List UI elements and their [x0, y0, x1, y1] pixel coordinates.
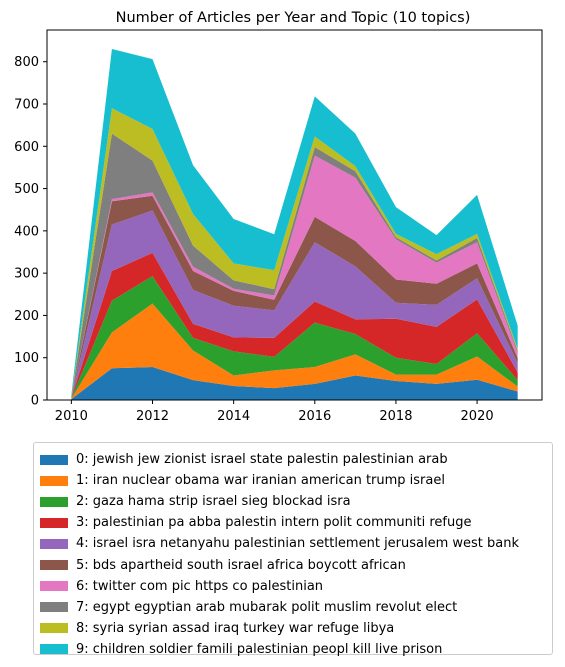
- y-tick-label: 300: [14, 267, 39, 282]
- legend-swatch: [40, 560, 68, 570]
- legend-swatch: [40, 581, 68, 591]
- area-layers: [71, 49, 517, 400]
- y-tick-label: 400: [14, 224, 39, 239]
- legend-item-9: 9: children soldier famili palestinian p…: [40, 639, 552, 660]
- legend-swatch: [40, 539, 68, 549]
- legend-label: 8: syria syrian assad iraq turkey war re…: [76, 621, 394, 636]
- legend-swatch: [40, 518, 68, 528]
- legend-label: 5: bds apartheid south israel africa boy…: [76, 558, 406, 573]
- legend-item-0: 0: jewish jew zionist israel state pales…: [40, 449, 552, 470]
- legend-label: 6: twitter com pic https co palestinian: [76, 579, 323, 594]
- legend-item-7: 7: egypt egyptian arab mubarak polit mus…: [40, 597, 552, 618]
- legend-swatch: [40, 497, 68, 507]
- x-tick-label: 2016: [298, 409, 331, 424]
- legend-swatch: [40, 602, 68, 612]
- legend-item-1: 1: iran nuclear obama war iranian americ…: [40, 470, 552, 491]
- x-tick-label: 2014: [217, 409, 250, 424]
- legend-swatch: [40, 455, 68, 465]
- y-tick-label: 600: [14, 140, 39, 155]
- x-tick-label: 2020: [461, 409, 494, 424]
- legend-label: 4: israel isra netanyahu palestinian set…: [76, 536, 519, 551]
- legend-item-2: 2: gaza hama strip israel sieg blockad i…: [40, 491, 552, 512]
- legend-swatch: [40, 644, 68, 654]
- legend-label: 1: iran nuclear obama war iranian americ…: [76, 473, 445, 488]
- y-tick-label: 100: [14, 351, 39, 366]
- x-tick-label: 2012: [136, 409, 169, 424]
- legend-label: 7: egypt egyptian arab mubarak polit mus…: [76, 600, 457, 615]
- y-tick-label: 500: [14, 182, 39, 197]
- legend-label: 2: gaza hama strip israel sieg blockad i…: [76, 494, 351, 509]
- x-tick-label: 2018: [379, 409, 412, 424]
- legend-label: 0: jewish jew zionist israel state pales…: [76, 452, 448, 467]
- y-tick-label: 800: [14, 55, 39, 70]
- y-tick-label: 700: [14, 98, 39, 113]
- legend-label: 3: palestinian pa abba palestin intern p…: [76, 515, 471, 530]
- chart-title: Number of Articles per Year and Topic (1…: [116, 10, 471, 26]
- x-axis: 2010 2012 2014 2016 2018 2020: [55, 400, 494, 424]
- legend-item-3: 3: palestinian pa abba palestin intern p…: [40, 512, 552, 533]
- legend-item-8: 8: syria syrian assad iraq turkey war re…: [40, 618, 552, 639]
- area-chart: Number of Articles per Year and Topic (1…: [0, 0, 565, 430]
- y-axis: 0 100 200 300 400 500 600 700 800: [14, 55, 47, 408]
- legend-label: 9: children soldier famili palestinian p…: [76, 642, 442, 657]
- legend: 0: jewish jew zionist israel state pales…: [33, 442, 553, 655]
- legend-swatch: [40, 623, 68, 633]
- legend-item-5: 5: bds apartheid south israel africa boy…: [40, 554, 552, 575]
- legend-item-4: 4: israel isra netanyahu palestinian set…: [40, 533, 552, 554]
- x-tick-label: 2010: [55, 409, 88, 424]
- legend-swatch: [40, 476, 68, 486]
- legend-item-6: 6: twitter com pic https co palestinian: [40, 576, 552, 597]
- y-tick-label: 200: [14, 309, 39, 324]
- y-tick-label: 0: [31, 394, 39, 409]
